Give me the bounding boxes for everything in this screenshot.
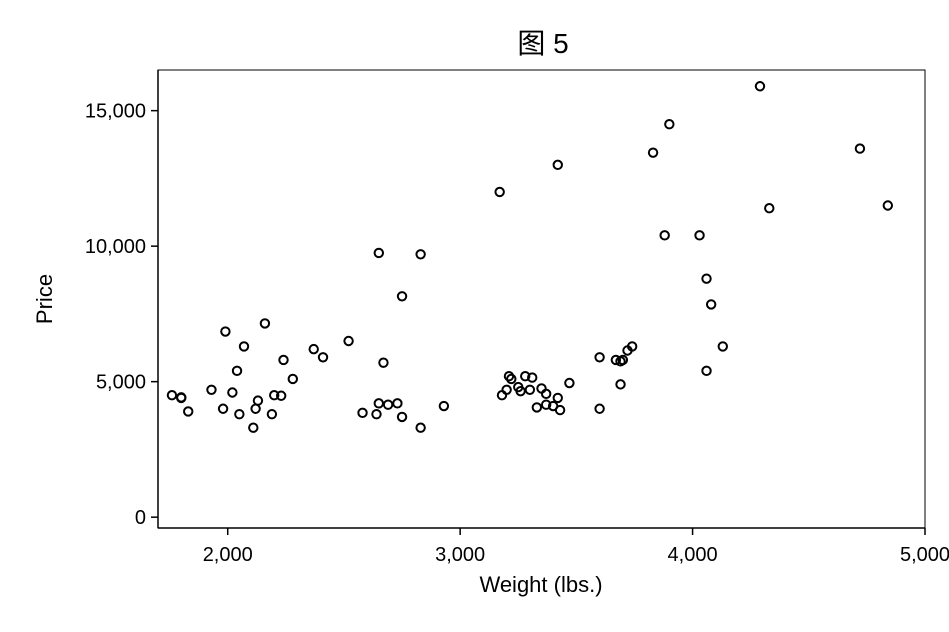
scatter-point <box>357 407 368 419</box>
scatter-point <box>227 387 238 398</box>
scatter-point <box>371 408 382 420</box>
scatter-point <box>217 403 229 414</box>
scatter-point <box>536 383 547 394</box>
scatter-point <box>701 365 712 377</box>
scatter-point <box>754 81 766 92</box>
scatter-point <box>287 373 299 385</box>
chart-title: 图 5 <box>517 28 568 59</box>
scatter-point <box>705 299 717 310</box>
x-tick-label: 5,000 <box>900 544 949 566</box>
x-tick-label: 4,000 <box>668 544 718 566</box>
scatter-point <box>647 147 659 158</box>
y-axis-label: Price <box>32 274 57 324</box>
scatter-point <box>503 371 515 382</box>
y-tick-label: 15,000 <box>85 101 146 123</box>
scatter-point <box>594 403 605 414</box>
scatter-point <box>275 390 287 401</box>
x-tick-label: 3,000 <box>435 544 485 566</box>
scatter-point <box>664 119 675 130</box>
scatter-point <box>540 399 552 410</box>
scatter-point <box>438 400 450 412</box>
scatter-point <box>617 354 629 366</box>
scatter-point <box>610 354 622 366</box>
scatter-point <box>552 159 563 171</box>
scatter-point <box>176 392 187 403</box>
scatter-point <box>501 384 512 395</box>
scatter-point <box>373 398 385 409</box>
scatter-point <box>524 384 536 395</box>
plot-frame <box>157 69 926 529</box>
scatter-point <box>317 352 329 363</box>
scatter-point <box>250 403 261 414</box>
scatter-point <box>308 343 319 355</box>
scatter-point <box>506 373 517 385</box>
scatter-point <box>234 408 245 420</box>
scatter-point <box>494 186 505 198</box>
scatter-point <box>694 230 705 241</box>
y-tick-label: 10,000 <box>85 236 146 258</box>
scatter-point <box>626 341 638 352</box>
scatter-point <box>206 384 217 395</box>
scatter-point <box>717 341 728 352</box>
scatter-point <box>496 390 508 401</box>
scatter-point <box>396 411 408 423</box>
scatter-point <box>540 388 552 400</box>
scatter-point <box>231 365 243 377</box>
scatter-point <box>659 230 670 241</box>
scatter-point <box>515 385 526 397</box>
scatter-point <box>238 341 250 352</box>
data-points <box>166 81 894 433</box>
scatter-point <box>531 402 543 413</box>
y-tick-label: 0 <box>135 507 146 529</box>
scatter-point <box>269 390 280 401</box>
scatter-point <box>882 200 894 211</box>
scatter-point <box>520 371 531 382</box>
y-axis-ticks: 0 5,000 10,000 15,000 <box>85 101 158 529</box>
scatter-point <box>278 354 289 366</box>
scatter-point <box>554 404 566 416</box>
scatter-point <box>854 143 866 154</box>
scatter-point <box>594 352 605 363</box>
scatter-point <box>252 395 264 406</box>
scatter-point <box>701 273 712 284</box>
scatter-point <box>527 372 538 383</box>
scatter-point <box>615 379 626 390</box>
scatter-point <box>382 399 394 410</box>
scatter-point <box>166 390 178 401</box>
scatter-point <box>764 203 775 214</box>
scatter-point <box>220 326 231 337</box>
y-tick-label: 5,000 <box>96 372 146 394</box>
scatter-point <box>552 392 563 404</box>
x-tick-label: 2,000 <box>203 544 253 566</box>
x-axis-ticks: 2,000 3,000 4,000 5,000 <box>203 528 949 566</box>
scatter-point <box>248 422 259 433</box>
scatter-point <box>266 408 278 420</box>
x-axis-label: Weight (lbs.) <box>479 572 602 597</box>
scatter-point <box>373 247 385 259</box>
scatter-point <box>396 291 408 302</box>
scatter-point <box>183 406 194 417</box>
scatter-point <box>378 357 389 368</box>
scatter-point <box>392 398 403 409</box>
scatter-point <box>564 377 575 389</box>
scatter-point <box>415 249 426 260</box>
scatter-point <box>259 318 271 329</box>
scatter-point <box>343 335 354 347</box>
scatter-point <box>415 422 426 433</box>
